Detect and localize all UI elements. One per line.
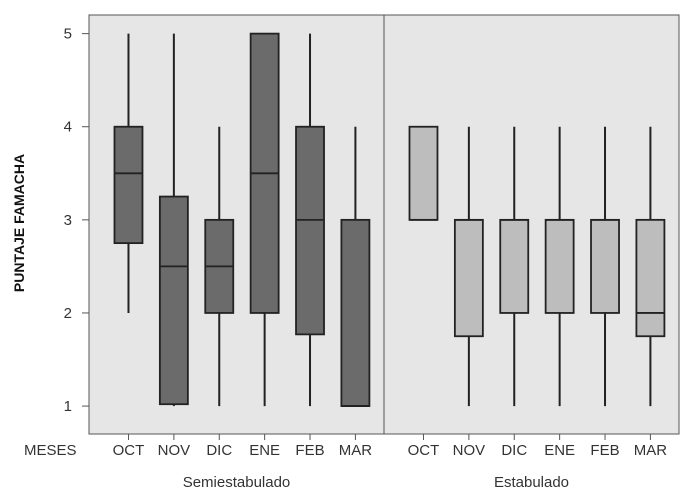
x-tick-label-semiestabulado-dic: DIC — [206, 442, 232, 459]
x-tick-label-semiestabulado-nov: NOV — [158, 442, 191, 459]
x-tick-label-estabulado-nov: NOV — [453, 442, 486, 459]
x-tick-label-semiestabulado-oct: OCT — [113, 442, 145, 459]
box-estabulado-dic — [499, 218, 530, 314]
x-tick-label-estabulado-ene: ENE — [544, 442, 575, 459]
y-axis-title: PUNTAJE FAMACHA — [11, 154, 27, 292]
box-estabulado-oct — [408, 125, 439, 221]
x-tick-label-semiestabulado-mar: MAR — [339, 442, 373, 459]
x-tick-label-semiestabulado-feb: FEB — [295, 442, 324, 459]
y-tick-label-5: 5 — [64, 26, 72, 43]
y-axis: 1 2 3 4 5 — [64, 26, 89, 415]
panel-right-bg — [384, 15, 679, 434]
x-tick-label-estabulado-mar: MAR — [634, 442, 668, 459]
y-tick-label-1: 1 — [64, 398, 72, 415]
box-semiestabulado-nov — [158, 195, 189, 406]
group-label-estabulado: Estabulado — [494, 474, 569, 491]
chart-marks — [113, 32, 666, 407]
x-axis-title: MESES — [24, 442, 77, 459]
x-tick-label-estabulado-feb: FEB — [590, 442, 619, 459]
x-tick-label-estabulado-oct: OCT — [408, 442, 440, 459]
x-tick-label-estabulado-dic: DIC — [501, 442, 527, 459]
box-semiestabulado-oct — [113, 125, 144, 245]
box-semiestabulado-feb — [295, 125, 325, 336]
x-tick-label-semiestabulado-ene: ENE — [249, 442, 280, 459]
x-axis: OCT NOV DIC ENE FEB MAR Semiestabulado OCT NOV DI… — [113, 434, 668, 491]
box-estabulado-mar — [635, 218, 666, 338]
y-tick-label-2: 2 — [64, 305, 72, 322]
box-estabulado-feb — [590, 218, 620, 314]
y-tick-label-4: 4 — [64, 119, 72, 136]
group-label-semiestabulado: Semiestabulado — [183, 474, 291, 491]
box-estabulado-nov — [453, 218, 484, 338]
box-semiestabulado-mar — [340, 218, 371, 407]
box-estabulado-ene — [544, 218, 575, 314]
y-tick-label-3: 3 — [64, 212, 72, 229]
